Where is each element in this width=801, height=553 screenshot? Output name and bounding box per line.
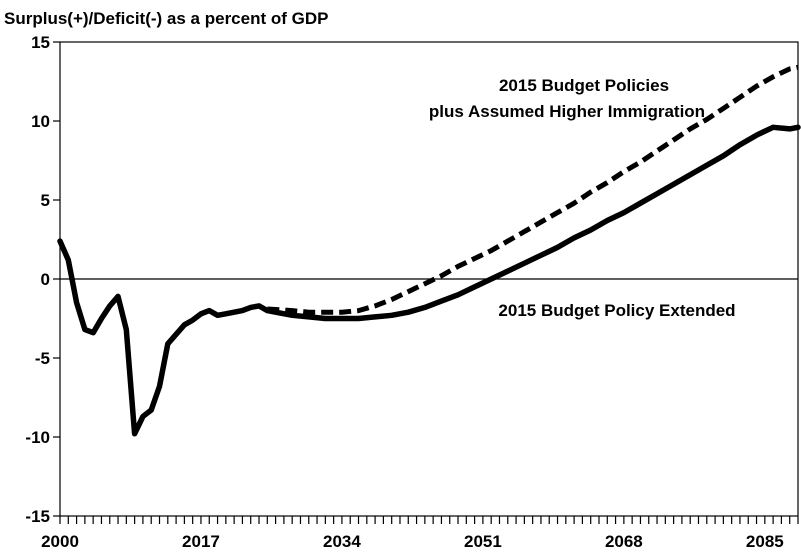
x-tick-label: 2000 <box>41 532 79 551</box>
y-tick-label: -15 <box>25 507 50 526</box>
series-layer <box>57 64 801 437</box>
y-tick-label: 5 <box>41 191 50 210</box>
x-tick-label: 2034 <box>323 532 361 551</box>
y-tick-label: 0 <box>41 270 50 289</box>
x-tick-label: 2085 <box>746 532 784 551</box>
y-axis: 15 10 5 0 -5 -10 -15 <box>25 33 60 526</box>
x-tick-label: 2017 <box>182 532 220 551</box>
y-axis-label: Surplus(+)/Deficit(-) as a percent of GD… <box>4 9 328 28</box>
y-tick-label: -10 <box>25 428 50 447</box>
annotation-policy-extended: 2015 Budget Policy Extended <box>498 301 735 320</box>
annotation-higher-immigration-line-1: 2015 Budget Policies <box>499 76 669 95</box>
annotation-higher-immigration: 2015 Budget Policies plus Assumed Higher… <box>429 76 705 121</box>
x-axis: 2000 2017 2034 2051 2068 2085 <box>41 516 799 551</box>
annotation-higher-immigration-line-2: plus Assumed Higher Immigration <box>429 102 705 121</box>
series-line-higher-immigration <box>267 64 799 315</box>
y-tick-label: 10 <box>31 112 50 131</box>
y-tick-label: 15 <box>31 33 50 52</box>
y-tick-label: -5 <box>35 349 50 368</box>
x-tick-label: 2051 <box>464 532 502 551</box>
series-line-policy-extended <box>57 124 801 437</box>
x-tick-label: 2068 <box>605 532 643 551</box>
